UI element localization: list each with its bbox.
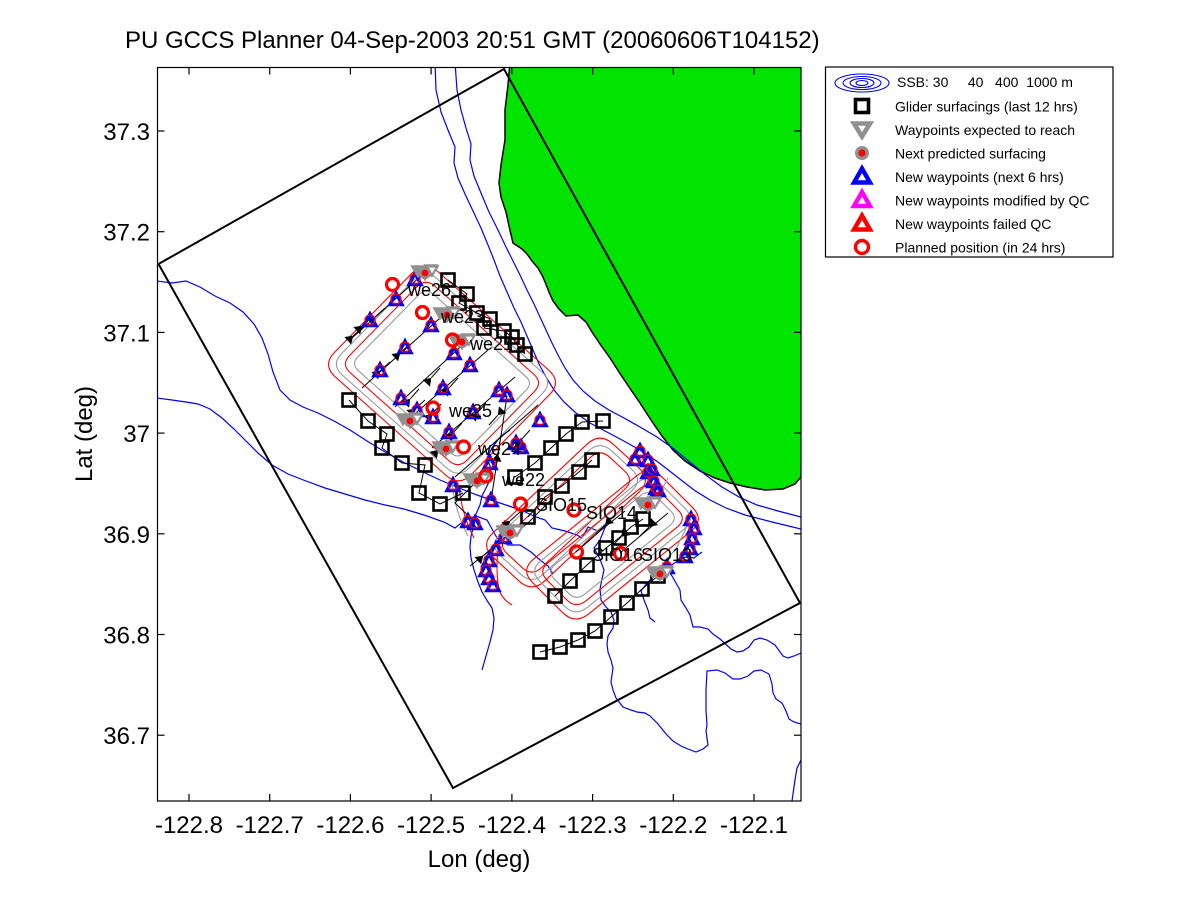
- svg-text:37.1: 37.1: [103, 320, 150, 347]
- svg-text:we21: we21: [469, 334, 513, 354]
- svg-text:SIO16: SIO16: [592, 545, 643, 565]
- svg-text:SIO15: SIO15: [536, 495, 587, 515]
- svg-text:-122.2: -122.2: [639, 812, 707, 839]
- svg-text:we26: we26: [407, 280, 451, 300]
- svg-text:we25: we25: [448, 401, 492, 421]
- svg-text:37.3: 37.3: [103, 119, 150, 146]
- svg-text:-122.1: -122.1: [720, 812, 788, 839]
- svg-text:Lon (deg): Lon (deg): [428, 846, 531, 873]
- svg-text:-122.5: -122.5: [397, 812, 465, 839]
- svg-text:New waypoints modified by QC: New waypoints modified by QC: [895, 193, 1090, 209]
- svg-text:PU GCCS Planner 04-Sep-2003 20: PU GCCS Planner 04-Sep-2003 20:51 GMT (2…: [125, 27, 820, 54]
- svg-text:SIO14: SIO14: [586, 503, 637, 523]
- svg-text:-122.3: -122.3: [559, 812, 627, 839]
- svg-text:Waypoints expected to reach: Waypoints expected to reach: [895, 122, 1075, 138]
- svg-text:36.9: 36.9: [103, 522, 150, 549]
- svg-text:Lat (deg): Lat (deg): [71, 386, 98, 482]
- svg-text:-122.6: -122.6: [316, 812, 384, 839]
- svg-text:-122.8: -122.8: [155, 812, 223, 839]
- svg-text:-122.4: -122.4: [478, 812, 546, 839]
- svg-text:Next predicted surfacing: Next predicted surfacing: [895, 146, 1046, 162]
- svg-text:36.8: 36.8: [103, 623, 150, 650]
- svg-text:New waypoints (next 6 hrs): New waypoints (next 6 hrs): [895, 169, 1064, 185]
- svg-text:Planned position (in 24 hrs): Planned position (in 24 hrs): [895, 240, 1065, 256]
- svg-text:SIO13: SIO13: [641, 545, 692, 565]
- svg-text:we22: we22: [501, 470, 545, 490]
- svg-text:37: 37: [123, 421, 150, 448]
- svg-text:-122.7: -122.7: [236, 812, 304, 839]
- svg-text:we23: we23: [440, 307, 484, 327]
- svg-text:Glider surfacings (last 12 hrs: Glider surfacings (last 12 hrs): [895, 99, 1078, 115]
- svg-text:37.2: 37.2: [103, 220, 150, 247]
- svg-text:New waypoints failed QC: New waypoints failed QC: [895, 216, 1051, 232]
- svg-text:36.7: 36.7: [103, 723, 150, 750]
- svg-text:SSB: 30 40 400 1000 m: SSB: 30 40 400 1000 m: [897, 74, 1073, 90]
- svg-text:we24: we24: [477, 439, 521, 459]
